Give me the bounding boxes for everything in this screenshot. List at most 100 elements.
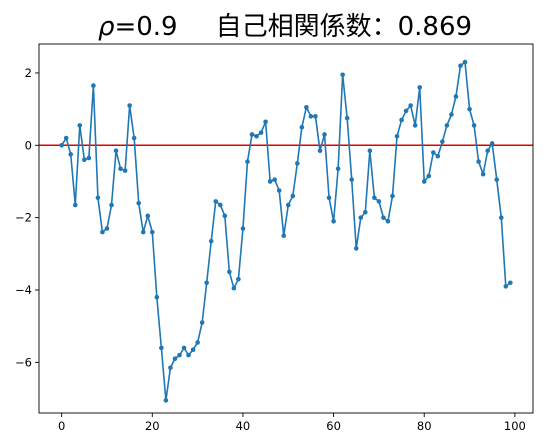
data-point xyxy=(236,276,241,282)
data-point xyxy=(227,269,232,275)
data-point xyxy=(376,199,382,204)
data-point xyxy=(186,352,191,358)
data-point xyxy=(317,148,323,154)
data-point xyxy=(281,233,287,239)
data-point xyxy=(403,108,409,114)
data-point xyxy=(503,284,509,289)
x-tick-label: 80 xyxy=(417,419,432,433)
data-point xyxy=(86,155,92,161)
data-point xyxy=(344,115,350,121)
data-point xyxy=(449,112,454,117)
data-point xyxy=(82,157,87,163)
data-point xyxy=(199,320,205,325)
data-point xyxy=(367,148,373,154)
x-tick-label: 60 xyxy=(326,419,341,433)
data-point xyxy=(440,139,445,144)
data-point xyxy=(385,218,391,224)
data-point xyxy=(249,132,255,137)
y-tick-label: 2 xyxy=(25,66,32,80)
data-point xyxy=(399,117,404,123)
data-point xyxy=(59,142,64,148)
title-autocorrelation-label: 自己相関係数：0.869 xyxy=(216,12,472,42)
data-point xyxy=(104,226,110,231)
data-point xyxy=(240,226,246,231)
data-point xyxy=(154,294,160,300)
data-point xyxy=(353,246,359,251)
title-rho-value: =0.9 xyxy=(114,12,177,42)
data-point xyxy=(272,177,277,182)
y-tick-label: −4 xyxy=(15,283,32,297)
data-point xyxy=(168,365,173,371)
data-point xyxy=(231,285,237,291)
data-point xyxy=(122,168,128,173)
data-point xyxy=(100,229,105,235)
data-point xyxy=(163,398,169,403)
x-tick-label: 20 xyxy=(145,419,160,433)
data-point xyxy=(77,123,83,128)
data-point xyxy=(245,159,250,164)
data-point xyxy=(498,215,504,220)
data-point xyxy=(181,345,187,351)
y-tick-label: −2 xyxy=(15,211,32,225)
data-point xyxy=(462,59,468,65)
y-tick-label: 0 xyxy=(25,138,32,152)
data-point xyxy=(349,177,355,182)
data-point xyxy=(335,166,341,172)
data-point xyxy=(340,72,345,78)
data-point xyxy=(285,202,291,208)
series-line xyxy=(60,61,511,402)
data-point xyxy=(91,83,96,88)
data-point xyxy=(372,195,377,201)
data-point xyxy=(358,215,364,220)
data-point xyxy=(489,141,495,146)
data-point xyxy=(254,133,259,139)
x-tick-label: 0 xyxy=(58,419,65,433)
data-point xyxy=(190,347,196,352)
data-point xyxy=(127,103,132,108)
data-point xyxy=(131,135,137,141)
data-point xyxy=(172,356,178,362)
data-point xyxy=(453,94,459,99)
title-rho-symbol: ρ xyxy=(98,12,115,42)
data-point xyxy=(308,114,314,119)
data-point xyxy=(195,340,200,345)
data-point xyxy=(136,200,142,206)
data-point xyxy=(322,132,327,137)
data-point xyxy=(204,280,209,286)
data-point xyxy=(331,218,336,224)
data-point xyxy=(159,345,164,351)
data-point xyxy=(494,177,500,182)
data-point xyxy=(421,179,427,184)
data-point xyxy=(263,119,268,125)
data-point xyxy=(412,123,418,128)
data-point xyxy=(208,238,214,244)
data-point xyxy=(508,280,513,286)
data-point xyxy=(217,202,223,208)
data-point xyxy=(140,229,146,235)
data-point xyxy=(435,153,441,159)
data-point xyxy=(222,213,228,219)
data-point xyxy=(458,63,463,69)
data-point xyxy=(109,202,114,208)
data-point xyxy=(258,130,264,135)
data-point xyxy=(72,202,78,208)
data-point xyxy=(304,105,309,110)
data-point xyxy=(326,195,332,201)
data-point xyxy=(476,159,481,164)
data-point xyxy=(444,123,450,128)
data-point xyxy=(267,179,273,184)
data-point xyxy=(394,133,400,139)
data-point xyxy=(381,215,386,220)
data-point xyxy=(417,85,422,90)
data-point xyxy=(390,193,395,199)
data-point xyxy=(408,103,413,108)
axes-frame xyxy=(38,43,534,414)
data-point xyxy=(471,123,477,128)
chart-title: ρ=0.9 自己相関係数：0.869 xyxy=(98,12,472,42)
data-point xyxy=(426,173,432,179)
y-tick-label: −6 xyxy=(15,355,32,369)
data-point xyxy=(430,150,436,155)
data-point xyxy=(150,229,155,235)
